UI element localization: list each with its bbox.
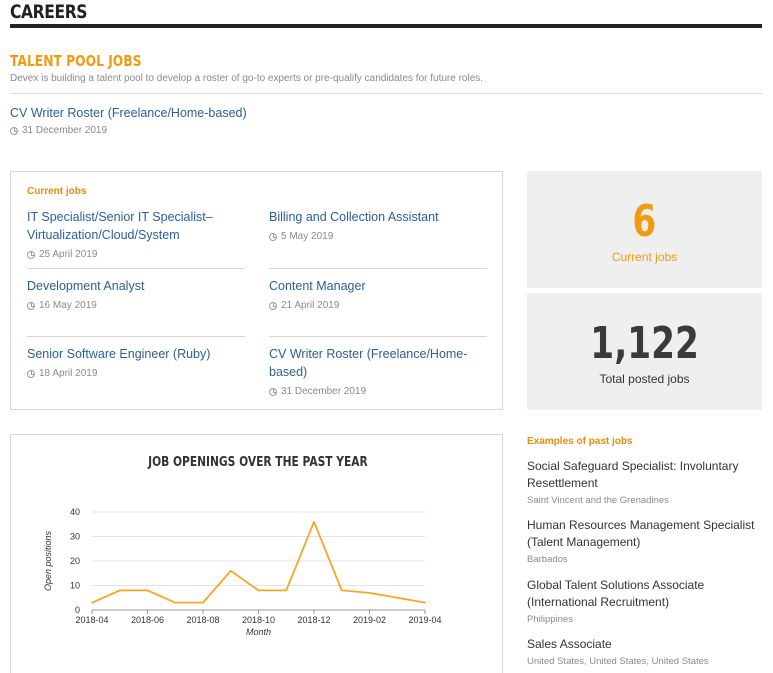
current-job-link[interactable]: Senior Software Engineer (Ruby) <box>27 347 211 361</box>
past-job-item: Human Resources Management Specialist (T… <box>527 517 767 565</box>
clock-icon <box>269 387 277 396</box>
data-point <box>285 589 288 592</box>
y-tick-label: 10 <box>70 581 80 591</box>
x-tick-label: 2019-02 <box>353 615 386 625</box>
x-tick-label: 2019-04 <box>408 615 441 625</box>
x-tick-label: 2018-08 <box>186 615 219 625</box>
clock-icon <box>27 250 35 259</box>
current-jobs-heading: Current jobs <box>27 186 87 197</box>
talent-pool-job: CV Writer Roster (Freelance/Home-based) … <box>10 104 247 136</box>
job-date-text: 16 May 2019 <box>39 300 97 311</box>
past-job-title[interactable]: Global Talent Solutions Associate (Inter… <box>527 578 705 609</box>
current-job-link[interactable]: IT Specialist/Senior IT Specialist–Virtu… <box>27 210 213 242</box>
clock-icon <box>269 232 277 241</box>
y-tick-label: 0 <box>75 605 80 615</box>
current-job-link[interactable]: Content Manager <box>269 279 366 293</box>
job-date: 31 December 2019 <box>269 386 469 397</box>
current-job-item: Development Analyst 16 May 2019 <box>27 277 245 311</box>
data-point <box>229 570 232 572</box>
title-rule <box>10 24 762 28</box>
current-job-item: Content Manager 21 April 2019 <box>269 277 487 311</box>
data-point <box>174 601 177 604</box>
clock-icon <box>27 301 35 310</box>
past-job-title[interactable]: Sales Associate <box>527 637 612 651</box>
data-point <box>424 601 426 604</box>
x-tick-label: 2018-06 <box>131 615 164 625</box>
past-job-location: United States, United States, United Sta… <box>527 656 709 667</box>
talent-pool-title: TALENT POOL JOBS <box>10 52 142 70</box>
section-divider <box>10 93 762 94</box>
chart-plot: 0 10 20 30 40 2018-04 2018-06 2018-08 2018-10 201… <box>43 507 442 637</box>
past-job-title[interactable]: Human Resources Management Specialist (T… <box>527 518 755 549</box>
data-point <box>368 592 371 594</box>
clock-icon <box>10 126 18 135</box>
job-date: 5 May 2019 <box>269 231 487 242</box>
y-tick-label: 20 <box>70 556 80 566</box>
x-axis-label: Month <box>246 627 271 637</box>
current-jobs-panel: Current jobs IT Specialist/Senior IT Spe… <box>10 171 503 410</box>
job-date-text: 5 May 2019 <box>281 231 334 242</box>
job-date-text: 18 April 2019 <box>39 368 98 379</box>
data-point <box>91 601 93 604</box>
item-divider <box>27 336 245 337</box>
talent-pool-job-link[interactable]: CV Writer Roster (Freelance/Home-based) <box>10 106 247 120</box>
past-job-item: Global Talent Solutions Associate (Inter… <box>527 577 767 625</box>
job-date: 31 December 2019 <box>10 125 247 136</box>
job-date-text: 31 December 2019 <box>281 386 367 397</box>
job-date-text: 21 April 2019 <box>281 300 340 311</box>
data-point <box>313 521 315 523</box>
clock-icon <box>269 301 277 310</box>
past-job-location: Saint Vincent and the Grenadines <box>527 495 669 506</box>
job-openings-chart: JOB OPENINGS OVER THE PAST YEAR 0 10 20 30 4… <box>10 434 503 673</box>
item-divider <box>269 268 487 269</box>
current-job-link[interactable]: CV Writer Roster (Freelance/Home-based) <box>269 347 468 379</box>
past-jobs-heading: Examples of past jobs <box>527 436 633 447</box>
chart-title-text: JOB OPENINGS OVER THE PAST YEAR <box>147 455 368 470</box>
data-point <box>118 589 121 592</box>
current-jobs-count: 6 <box>632 196 657 247</box>
data-point <box>396 596 399 599</box>
data-point <box>202 601 204 604</box>
current-job-link[interactable]: Development Analyst <box>27 279 145 293</box>
item-divider <box>27 268 245 269</box>
past-job-location: Philippines <box>527 614 573 625</box>
current-job-link[interactable]: Billing and Collection Assistant <box>269 210 439 224</box>
y-tick-label: 40 <box>70 507 80 517</box>
current-jobs-stat: 6 Current jobs <box>527 171 762 288</box>
job-date: 21 April 2019 <box>269 300 487 311</box>
clock-icon <box>27 369 35 378</box>
data-point <box>340 589 343 592</box>
current-jobs-label: Current jobs <box>611 250 678 264</box>
current-job-item: IT Specialist/Senior IT Specialist–Virtu… <box>27 208 245 260</box>
current-job-item: Billing and Collection Assistant 5 May 2… <box>269 208 487 242</box>
current-job-item: CV Writer Roster (Freelance/Home-based) … <box>269 345 469 397</box>
past-job-location: Barbados <box>527 554 568 565</box>
total-jobs-count: 1,122 <box>590 318 699 369</box>
talent-pool-description: Devex is building a talent pool to devel… <box>10 73 484 84</box>
x-tick-label: 2018-12 <box>297 615 330 625</box>
job-date: 25 April 2019 <box>27 249 245 260</box>
job-date-text: 25 April 2019 <box>39 249 98 260</box>
y-tick-label: 30 <box>70 532 80 542</box>
total-jobs-label: Total posted jobs <box>599 372 690 386</box>
data-point <box>257 589 260 592</box>
chart-title: JOB OPENINGS OVER THE PAST YEAR <box>11 455 504 470</box>
data-point <box>146 589 149 592</box>
y-axis-label: Open positions <box>43 530 53 591</box>
past-job-item: Social Safeguard Specialist: Involuntary… <box>527 458 767 506</box>
page-title: CAREERS <box>10 1 88 23</box>
job-date: 16 May 2019 <box>27 300 245 311</box>
job-date: 18 April 2019 <box>27 368 245 379</box>
x-tick-label: 2018-04 <box>75 615 108 625</box>
past-job-title[interactable]: Social Safeguard Specialist: Involuntary… <box>527 459 739 490</box>
past-job-item: Sales Associate United States, United St… <box>527 636 767 667</box>
x-tick-label: 2018-10 <box>242 615 275 625</box>
job-date-text: 31 December 2019 <box>22 125 108 136</box>
current-job-item: Senior Software Engineer (Ruby) 18 April… <box>27 345 245 379</box>
item-divider <box>269 336 487 337</box>
total-jobs-stat: 1,122 Total posted jobs <box>527 293 762 410</box>
